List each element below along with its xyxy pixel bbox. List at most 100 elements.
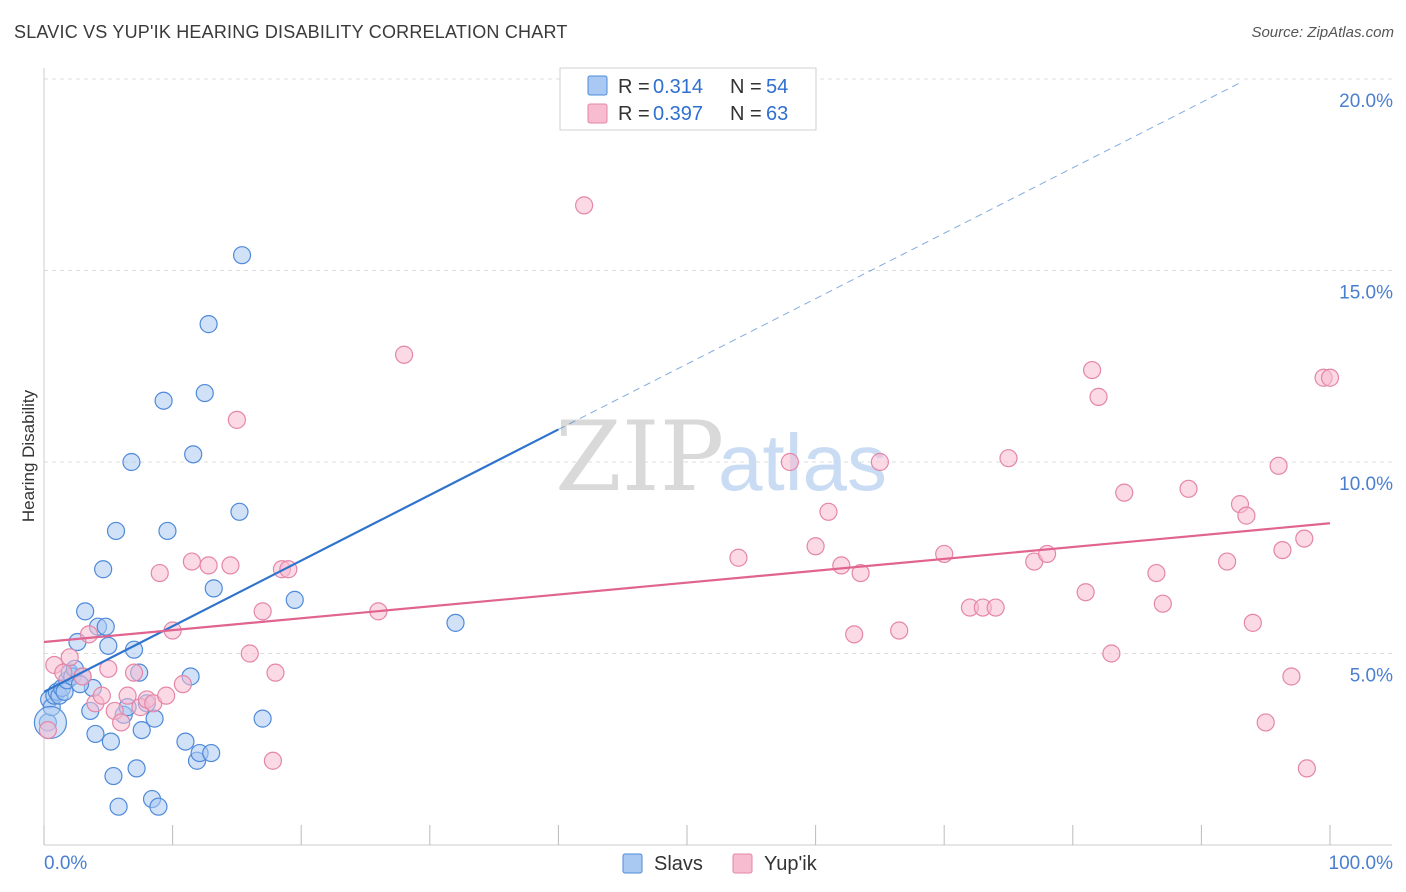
watermark-atlas: atlas [718,418,887,507]
yupik-point-45 [986,598,1005,617]
source-label: Source: ZipAtlas.com [1251,24,1394,41]
slavs-point-48 [230,502,249,521]
yupik-point-39 [851,563,870,583]
slavs-point-47 [202,743,221,763]
slavs-point-36 [149,797,168,816]
slavs-point-32 [132,720,151,740]
slavs-point-14 [76,602,95,621]
yupik-point-33 [729,548,748,567]
yupik-point-38 [845,625,864,644]
yupik-point-26 [263,751,283,770]
yupik-point-41 [890,621,909,640]
yupik-point-57 [1218,552,1237,571]
bottom-legend-label-yupik: Yup'ik [764,853,818,875]
trendlines [43,82,1331,693]
yupik-point-53 [1115,483,1134,502]
legend-swatch-yupik [587,103,608,124]
slavs-point-51 [285,590,304,609]
legend-swatch-slavs [587,75,608,96]
slavs-point-22 [101,732,120,751]
legend-n-label-yupik: N = [730,103,762,125]
yupik-point-7 [92,686,111,705]
slavs-point-45 [199,315,218,334]
slavs-point-21 [99,636,118,655]
slavs-point-41 [184,445,203,464]
watermark-zip: ZIP [555,401,724,513]
bottom-legend: Slavs Yup'ik [622,853,818,875]
yupik-point-4 [73,667,92,686]
yupik-point-49 [1076,583,1095,602]
x-tick-label-100: 100.0% [1329,853,1394,874]
chart-title: SLAVIC VS YUP'IK HEARING DISABILITY CORR… [14,22,568,42]
bottom-legend-swatch-yupik [732,853,753,874]
yupik-point-20 [182,552,201,571]
legend-n-label-slavs: N = [730,76,762,98]
yupik-point-32 [575,196,594,215]
bottom-legend-swatch-slavs [622,853,643,874]
legend-n-value-yupik: 63 [766,103,788,125]
yupik-point-21 [199,556,218,575]
legend-r-value-yupik: 0.397 [653,103,703,125]
legend-r-label-slavs: R = [618,76,650,98]
yupik-point-56 [1179,479,1198,498]
yupik-point-37 [832,556,851,575]
slavs-point-24 [106,521,126,541]
y-tick-label-0: 5.0% [1350,666,1393,687]
slavs-point-20 [96,617,115,636]
yupik-point-0 [38,720,57,740]
slavs-point-19 [94,560,113,579]
yupik-point-46 [999,449,1018,468]
legend-r-label-yupik: R = [618,103,650,125]
yupik-point-16 [150,563,169,583]
legend-n-value-slavs: 54 [766,76,788,98]
slavs-point-25 [109,797,128,816]
yupik-point-8 [99,659,118,678]
yupik-point-34 [780,452,799,472]
yupik-point-36 [819,502,838,521]
yupik-point-27 [266,663,285,682]
yupik-point-10 [112,713,131,732]
yupik-point-17 [157,686,176,705]
yupik-point-12 [124,663,144,682]
slavs-point-52 [446,613,465,632]
yupik-point-52 [1102,644,1121,663]
slavs-point-38 [158,521,177,541]
yupik-trendline [43,522,1331,644]
slavs-point-44 [195,383,214,403]
slavs-trendline-extension [558,82,1241,430]
slavs-point-49 [232,246,252,265]
watermark: ZIP atlas [555,401,887,513]
y-tick-label-1: 10.0% [1339,474,1393,495]
yupik-point-66 [1297,759,1316,778]
yupik-point-60 [1243,613,1262,632]
y-axis-title: Hearing Disability [19,389,38,522]
yupik-point-35 [806,537,825,556]
slavs-point-35 [145,709,164,728]
slavs-point-28 [122,452,141,472]
yupik-point-61 [1256,713,1275,732]
yupik-point-54 [1147,563,1166,583]
axes [43,68,1392,846]
yupik-point-64 [1282,667,1301,686]
yupik-point-40 [870,452,890,472]
x-tick-label-0: 0.0% [44,853,87,874]
yupik-point-5 [79,625,99,644]
yupik-point-63 [1273,540,1292,560]
yupik-point-50 [1082,360,1102,380]
yupik-point-51 [1089,387,1108,406]
yupik-point-65 [1295,529,1314,548]
slavs-point-37 [154,391,173,410]
bottom-legend-label-slavs: Slavs [654,853,703,875]
slavs-point-23 [104,766,123,786]
yupik-point-25 [253,602,272,621]
yupik-point-59 [1237,506,1256,525]
yupik-point-23 [227,410,246,429]
yupik-point-22 [221,556,240,575]
slavs-point-46 [204,579,223,598]
series-yupik-points [38,196,1340,778]
legend-box: R = 0.314 N = 54 R = 0.397 N = 63 [559,67,817,131]
yupik-point-19 [173,675,192,694]
slavs-trendline [43,428,559,693]
yupik-point-11 [118,686,137,705]
